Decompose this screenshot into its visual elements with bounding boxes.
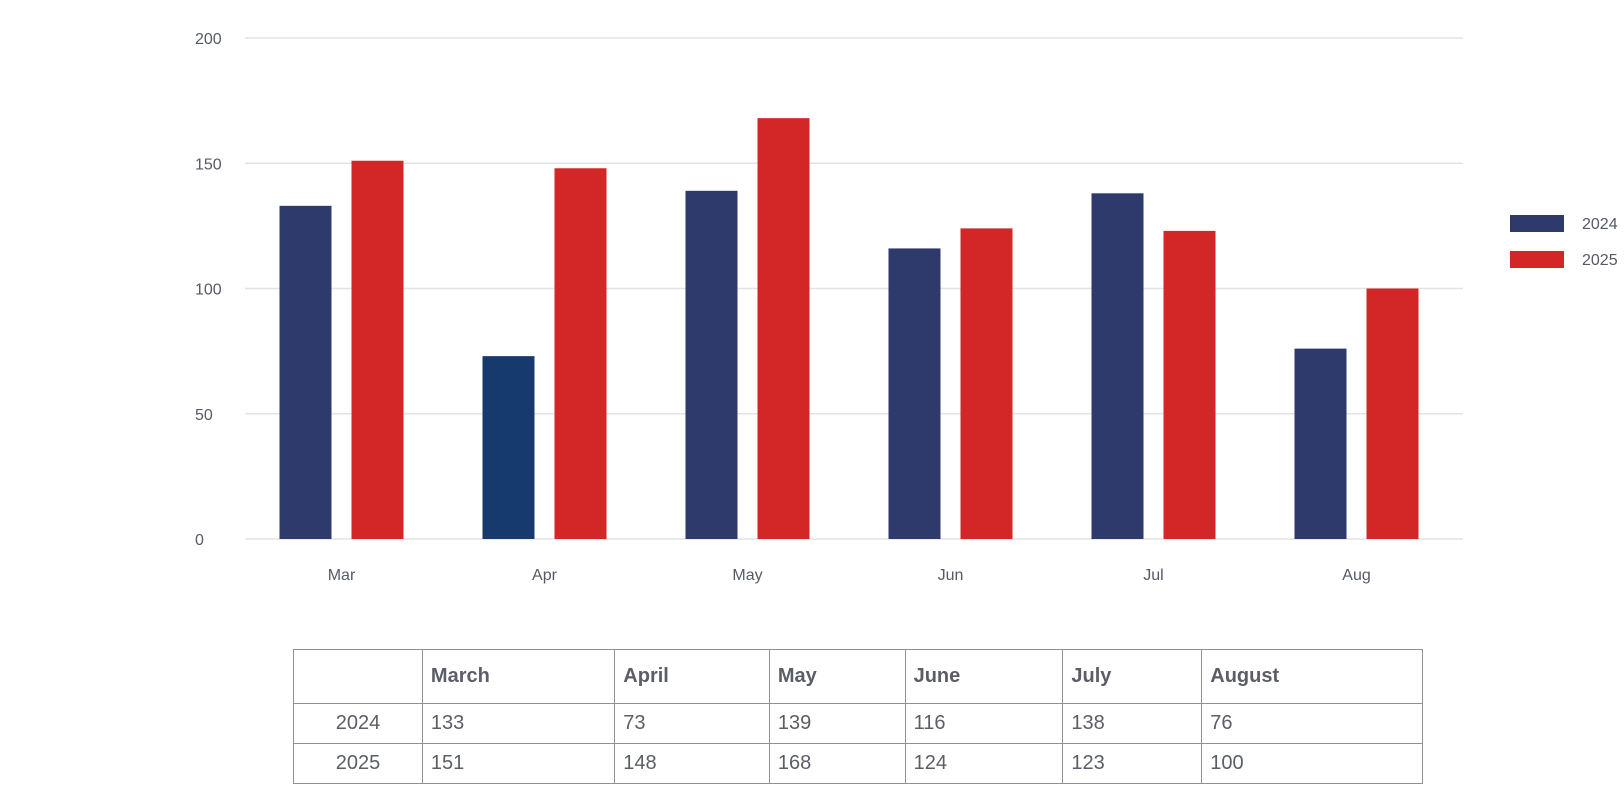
table-cell: 123 bbox=[1062, 743, 1203, 784]
table-cell: 168 bbox=[768, 743, 906, 784]
bar-2024-Mar bbox=[279, 205, 332, 539]
table-cell: 151 bbox=[421, 743, 616, 784]
bar-2024-Apr bbox=[482, 356, 535, 539]
table-cell: 139 bbox=[768, 703, 906, 744]
y-tick-label: 0 bbox=[195, 532, 204, 549]
table-header-cell: April bbox=[614, 649, 770, 704]
table-cell: 100 bbox=[1201, 743, 1423, 784]
table-header-row: March April May June July August bbox=[293, 649, 1423, 704]
table-row: 2025 151 148 168 124 123 100 bbox=[293, 743, 1423, 784]
table-row-label: 2025 bbox=[293, 743, 423, 784]
table-row: 2024 133 73 139 116 138 76 bbox=[293, 703, 1423, 744]
bar-2025-Jul bbox=[1163, 230, 1216, 539]
x-tick-label: Aug bbox=[1342, 567, 1370, 584]
y-tick-label: 150 bbox=[195, 156, 222, 173]
legend-swatch-2024 bbox=[1510, 215, 1564, 232]
y-tick-label: 50 bbox=[195, 407, 213, 424]
table-cell: 148 bbox=[614, 743, 770, 784]
table-header-cell: July bbox=[1062, 649, 1203, 704]
x-tick-label: Jul bbox=[1143, 567, 1163, 584]
data-table: March April May June July August 2024 13… bbox=[293, 649, 1423, 784]
bar-2025-Mar bbox=[351, 160, 404, 539]
table-cell: 124 bbox=[904, 743, 1064, 784]
bar-chart: 0 50 100 150 200 Mar Apr May Jun Jul Aug 2024 2025 bbox=[195, 31, 1618, 584]
table-header-cell: June bbox=[904, 649, 1064, 704]
y-tick-label: 200 bbox=[195, 31, 222, 48]
bar-2024-Jun bbox=[888, 248, 941, 540]
table-cell: 76 bbox=[1201, 703, 1423, 744]
x-tick-label: May bbox=[732, 567, 762, 584]
legend-label: 2025 bbox=[1582, 252, 1618, 269]
bar-2025-May bbox=[757, 118, 810, 539]
x-tick-label: Mar bbox=[328, 567, 356, 584]
table-cell: 116 bbox=[904, 703, 1064, 744]
legend-label: 2024 bbox=[1582, 216, 1618, 233]
legend-swatch-2025 bbox=[1510, 251, 1564, 268]
table-header-cell: May bbox=[768, 649, 906, 704]
table-header-cell: March bbox=[421, 649, 616, 704]
x-tick-label: Jun bbox=[938, 567, 964, 584]
bar-2024-Aug bbox=[1294, 348, 1347, 539]
bar-2025-Apr bbox=[554, 168, 607, 539]
table-header-cell bbox=[293, 649, 423, 704]
bar-2025-Aug bbox=[1366, 288, 1419, 539]
table-cell: 138 bbox=[1062, 703, 1203, 744]
table-row-label: 2024 bbox=[293, 703, 423, 744]
bar-2025-Jun bbox=[960, 228, 1013, 539]
table-cell: 133 bbox=[421, 703, 616, 744]
table-header-cell: August bbox=[1201, 649, 1423, 704]
x-tick-label: Apr bbox=[532, 567, 558, 584]
y-tick-label: 100 bbox=[195, 282, 222, 299]
bar-2024-May bbox=[685, 190, 738, 539]
bar-2024-Jul bbox=[1091, 193, 1144, 539]
table-cell: 73 bbox=[614, 703, 770, 744]
